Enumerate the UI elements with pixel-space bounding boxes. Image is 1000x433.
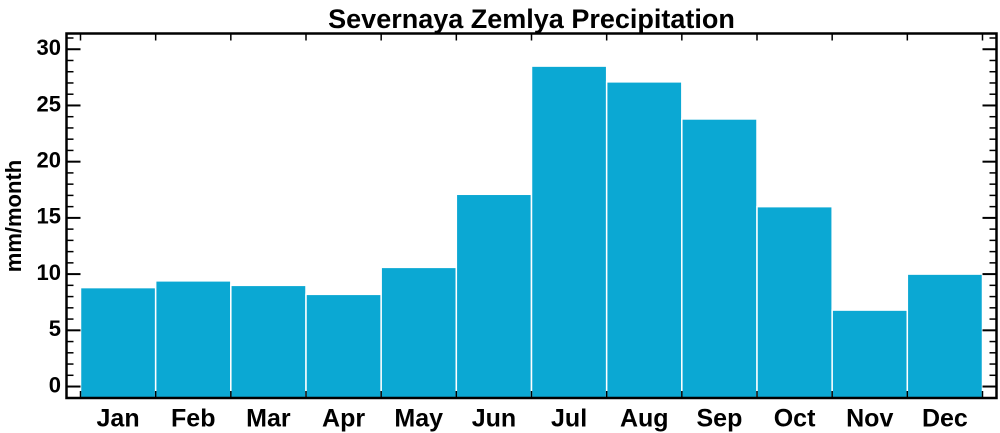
svg-text:Jul: Jul xyxy=(551,405,587,433)
svg-text:10: 10 xyxy=(37,260,61,285)
svg-text:0: 0 xyxy=(49,372,61,397)
svg-text:Sep: Sep xyxy=(696,405,742,433)
svg-text:Dec: Dec xyxy=(922,405,968,433)
svg-text:Aug: Aug xyxy=(620,405,669,433)
svg-text:30: 30 xyxy=(37,35,61,60)
svg-text:Oct: Oct xyxy=(774,405,816,433)
svg-text:25: 25 xyxy=(37,91,61,116)
svg-text:Jan: Jan xyxy=(97,405,140,433)
svg-text:Mar: Mar xyxy=(246,405,291,433)
svg-text:Nov: Nov xyxy=(846,405,893,433)
svg-text:Feb: Feb xyxy=(171,405,215,433)
svg-text:20: 20 xyxy=(37,147,61,172)
svg-text:May: May xyxy=(394,405,443,433)
svg-text:Jun: Jun xyxy=(472,405,516,433)
svg-text:15: 15 xyxy=(37,204,61,229)
svg-text:Apr: Apr xyxy=(322,405,365,433)
svg-text:5: 5 xyxy=(49,316,61,341)
